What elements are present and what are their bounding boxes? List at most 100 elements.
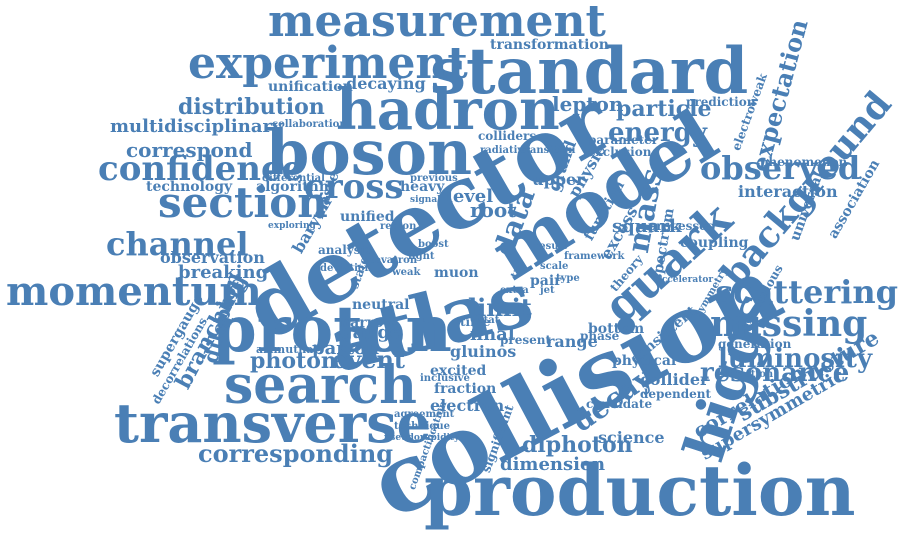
word-technology: technology xyxy=(146,179,233,195)
word-inclusive: inclusive xyxy=(420,373,470,384)
word-range: range xyxy=(546,332,598,351)
word-limit: limit xyxy=(468,293,532,322)
word-upper: upper xyxy=(532,170,585,189)
word-light: light xyxy=(408,251,435,262)
word-region: region xyxy=(380,221,417,232)
word-event: event xyxy=(332,345,406,374)
word-physical: physical xyxy=(612,353,677,369)
word-unification: unification xyxy=(268,79,353,95)
word-unified: unified xyxy=(340,209,395,225)
word-observed: observed xyxy=(700,149,861,187)
word-particle: particle xyxy=(616,96,712,122)
word-exploring: exploring xyxy=(268,221,316,231)
word-momentum: momentum xyxy=(6,268,262,315)
word-phase: phase xyxy=(580,329,620,343)
word-squark: squark xyxy=(612,216,682,237)
word-interaction: interaction xyxy=(738,182,838,201)
word-agreement: agreement xyxy=(394,409,455,420)
word-collaboration: collaboration xyxy=(272,119,347,130)
word-fraction: fraction xyxy=(434,381,497,397)
word-dependent: dependent xyxy=(640,387,712,401)
word-processes: processes xyxy=(648,219,714,233)
word-scale: scale xyxy=(540,261,569,272)
word-pair: pair xyxy=(530,273,562,289)
word-measurement: measurement xyxy=(268,0,606,47)
word-scattering: scattering xyxy=(715,273,898,311)
word-neutral: neutral xyxy=(352,297,410,313)
word-coupling: coupling xyxy=(680,235,749,251)
word-hadron: hadron xyxy=(336,77,560,143)
word-channel: channel xyxy=(106,225,249,263)
word-colliders: colliders xyxy=(478,129,537,143)
word-result: result xyxy=(534,241,567,252)
word-boson: boson xyxy=(266,116,473,189)
word-deviation: deviation xyxy=(320,263,372,274)
word-gauge: gauge xyxy=(340,322,402,343)
word-radiative: radiative xyxy=(480,145,530,156)
word-level: level xyxy=(446,186,494,207)
word-pseudorapidity: pseudorapidity xyxy=(384,433,460,443)
word-resonance: resonance xyxy=(700,358,850,388)
word-final: final xyxy=(470,324,515,345)
word-phenomenon: phenomenon xyxy=(760,155,848,169)
word-energy: energy xyxy=(608,118,707,148)
word-accelerator: accelerator xyxy=(656,275,714,285)
word-boost: boost xyxy=(418,239,449,250)
word-present: present xyxy=(500,333,552,347)
word-distribution: distribution xyxy=(178,94,325,120)
word-standard: standard xyxy=(430,34,749,109)
word-luminosity: luminosity xyxy=(718,344,873,374)
word-extraction: extraction xyxy=(716,369,774,380)
word-heavy: heavy xyxy=(400,179,445,195)
word-production: production xyxy=(424,449,856,532)
word-previous: previous xyxy=(410,173,458,184)
word-science: science xyxy=(598,428,665,447)
word-prediction: prediction xyxy=(686,95,756,109)
word-dimension: dimension xyxy=(500,454,606,475)
word-root: root xyxy=(470,198,517,222)
word-weak: weak xyxy=(392,267,421,278)
word-narrow: narrow xyxy=(340,315,396,331)
word-candidate: candidate xyxy=(586,397,653,411)
word-tevatron: tevatron xyxy=(370,255,418,266)
word-type: type xyxy=(556,273,580,284)
word-framework: framework xyxy=(564,251,625,262)
word-experiment: experiment xyxy=(188,38,468,89)
word-lepton: lepton xyxy=(552,92,624,116)
word-signal: signal xyxy=(410,195,441,205)
word-electron: electron xyxy=(430,396,505,415)
word-proton: proton xyxy=(212,292,452,367)
word-decaying: decaying xyxy=(346,74,426,93)
word-transformation: transformation xyxy=(490,37,609,53)
word-bottom: bottom xyxy=(588,321,645,337)
word-jet: jet xyxy=(540,285,555,296)
word-algorithm: algorithm xyxy=(256,179,334,195)
word-observation: observation xyxy=(160,248,265,267)
word-parameter: parameter xyxy=(588,133,659,147)
word-extra: extra xyxy=(500,285,529,296)
word-collider: collider xyxy=(640,370,709,389)
word-cross: cross xyxy=(304,167,404,207)
word-transverse: transverse xyxy=(114,391,431,455)
word-breaking: breaking xyxy=(178,262,269,283)
word-excited: excited xyxy=(430,363,487,379)
word-generation: generation xyxy=(718,337,792,351)
word-parton: parton xyxy=(312,338,380,359)
word-diphoton: diphoton xyxy=(522,432,633,458)
word-missing: missing xyxy=(710,303,868,345)
word-photon: photon xyxy=(250,348,337,374)
word-gluinos: gluinos xyxy=(450,342,517,361)
word-time: time xyxy=(460,315,491,329)
word-stat: stat xyxy=(478,315,500,326)
word-analysis: analysis xyxy=(318,243,372,257)
word-transition: transition xyxy=(520,145,576,156)
word-azimuthal: azimuthal xyxy=(256,343,318,356)
word-multidisciplinary: multidisciplinary xyxy=(110,116,283,137)
word-exclusion: exclusion xyxy=(588,145,652,159)
word-search: search xyxy=(224,355,417,416)
word-differential: differential xyxy=(262,173,325,184)
word-section: section xyxy=(158,178,328,227)
word-correspond: correspond xyxy=(126,138,253,162)
word-technique: technique xyxy=(394,421,451,432)
